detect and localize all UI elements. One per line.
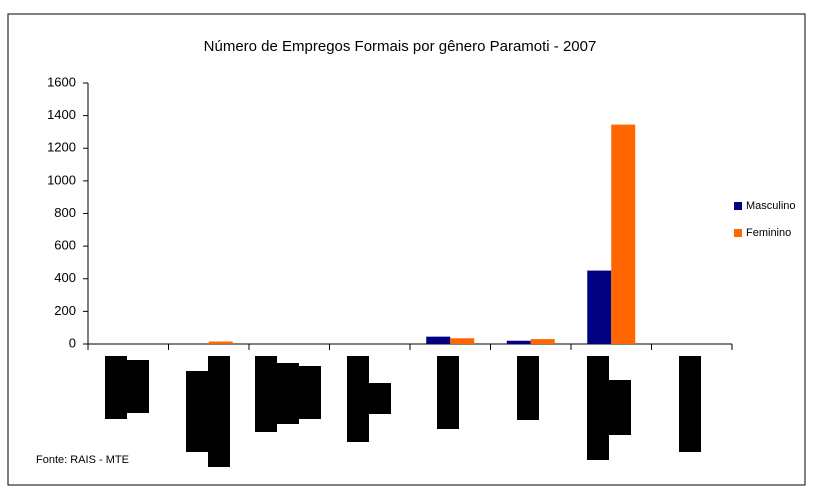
- bar: [530, 339, 555, 344]
- y-tick-label: 0: [69, 335, 76, 350]
- y-tick-label: 1200: [47, 140, 76, 155]
- bar: [611, 124, 636, 344]
- bar: [587, 270, 612, 344]
- bar: [506, 340, 531, 344]
- bar: [426, 336, 451, 344]
- y-tick-label: 800: [54, 205, 76, 220]
- y-tick-label: 1600: [47, 74, 76, 89]
- legend-label: Feminino: [746, 227, 791, 239]
- legend-swatch: [734, 202, 742, 210]
- y-tick-label: 400: [54, 270, 76, 285]
- bar: [208, 341, 233, 344]
- legend-swatch: [734, 229, 742, 237]
- y-tick-label: 200: [54, 303, 76, 318]
- bar: [450, 338, 475, 344]
- y-tick-label: 1400: [47, 107, 76, 122]
- source-note: Fonte: RAIS - MTE: [36, 454, 129, 466]
- redacted-labels: [105, 356, 701, 467]
- y-tick-label: 1000: [47, 172, 76, 187]
- legend-label: Masculino: [746, 200, 796, 212]
- y-tick-label: 600: [54, 238, 76, 253]
- chart-title: Número de Empregos Formais por gênero Pa…: [204, 38, 597, 55]
